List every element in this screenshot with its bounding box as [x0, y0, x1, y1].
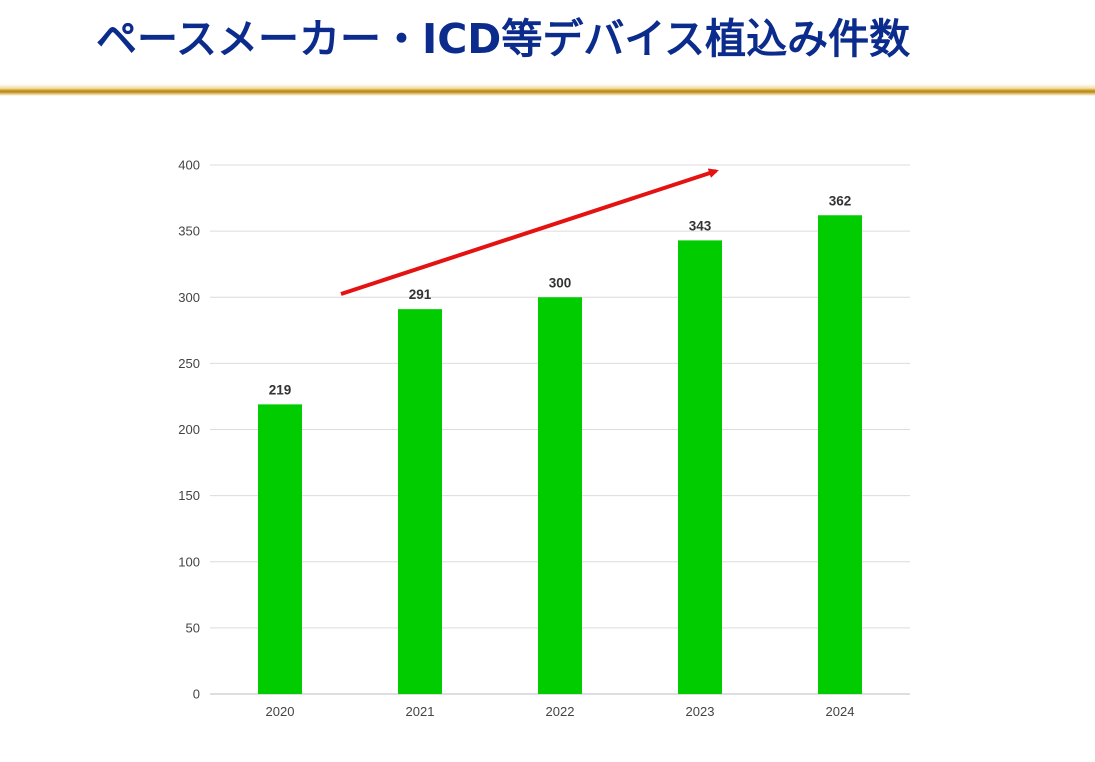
trend-arrow: [340, 168, 719, 296]
x-tick-label: 2022: [546, 704, 575, 719]
y-tick-label: 350: [178, 224, 200, 239]
y-tick-label: 300: [178, 290, 200, 305]
y-tick-label: 150: [178, 488, 200, 503]
bar: [678, 240, 722, 694]
bar: [538, 297, 582, 694]
bar: [818, 215, 862, 694]
x-tick-label: 2023: [686, 704, 715, 719]
x-tick-label: 2021: [406, 704, 435, 719]
data-label: 291: [409, 287, 432, 302]
data-label: 343: [689, 218, 712, 233]
bar: [258, 404, 302, 694]
x-tick-label: 2024: [826, 704, 855, 719]
y-tick-label: 200: [178, 422, 200, 437]
y-tick-label: 250: [178, 356, 200, 371]
data-label: 219: [269, 382, 292, 397]
y-tick-label: 50: [186, 620, 200, 635]
y-tick-label: 400: [178, 158, 200, 173]
y-tick-label: 100: [178, 554, 200, 569]
bar: [398, 309, 442, 694]
x-tick-label: 2020: [266, 704, 295, 719]
data-label: 300: [549, 275, 572, 290]
data-label: 362: [829, 193, 852, 208]
page-title: ペースメーカー・ICD等デバイス植込み件数: [96, 15, 911, 63]
y-tick-label: 0: [193, 687, 200, 702]
title-divider-band: [0, 84, 1095, 96]
